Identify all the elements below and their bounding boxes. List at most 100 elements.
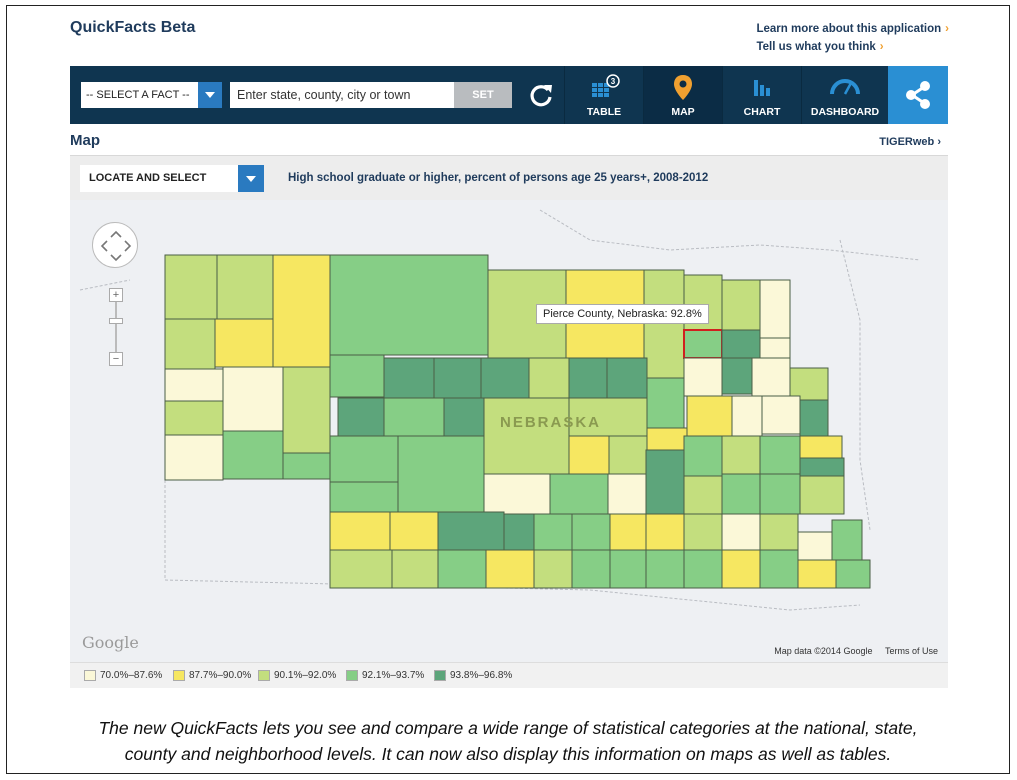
county[interactable] (759, 435, 801, 475)
zoom-out-button[interactable]: − (109, 352, 123, 366)
county[interactable] (568, 357, 608, 399)
county[interactable] (568, 435, 610, 475)
county[interactable] (645, 449, 685, 515)
county[interactable] (759, 513, 799, 551)
county[interactable] (437, 549, 487, 589)
share-button[interactable] (888, 66, 948, 124)
county[interactable] (337, 397, 385, 437)
county[interactable] (683, 357, 723, 397)
pan-control[interactable] (92, 222, 138, 268)
county[interactable] (761, 395, 801, 435)
county[interactable] (568, 397, 648, 437)
county[interactable] (751, 357, 791, 397)
county[interactable] (329, 549, 393, 589)
county[interactable] (222, 430, 284, 480)
county[interactable] (329, 435, 399, 483)
county[interactable] (721, 435, 761, 475)
county[interactable] (608, 435, 648, 475)
county[interactable] (483, 397, 570, 475)
county[interactable] (383, 397, 445, 437)
county[interactable] (164, 400, 224, 436)
county[interactable] (721, 513, 761, 551)
county[interactable] (329, 511, 391, 551)
table-tab[interactable]: 3 TABLE (564, 66, 643, 124)
county[interactable] (164, 254, 218, 320)
county[interactable] (533, 513, 573, 551)
county[interactable] (571, 549, 611, 589)
map-tab[interactable]: MAP (643, 66, 722, 124)
county[interactable] (383, 357, 435, 399)
county[interactable] (483, 473, 551, 515)
county[interactable] (164, 368, 224, 402)
county[interactable] (831, 519, 863, 561)
county[interactable] (433, 357, 482, 399)
county[interactable] (759, 473, 801, 515)
county[interactable] (164, 318, 216, 370)
county[interactable] (391, 549, 439, 589)
county[interactable] (799, 475, 845, 515)
county[interactable] (759, 549, 799, 589)
county[interactable] (646, 427, 688, 451)
county[interactable] (222, 366, 284, 432)
county[interactable] (731, 395, 763, 437)
county[interactable] (214, 318, 274, 368)
county[interactable] (683, 329, 723, 359)
county[interactable] (643, 269, 685, 379)
county[interactable] (389, 511, 439, 551)
county[interactable] (609, 549, 647, 589)
nebraska-county-map[interactable] (70, 200, 948, 662)
county[interactable] (797, 559, 837, 589)
county[interactable] (480, 357, 530, 399)
county[interactable] (609, 513, 647, 551)
feedback-link[interactable]: Tell us what you think › (756, 38, 949, 56)
dashboard-tab[interactable]: DASHBOARD (801, 66, 888, 124)
county[interactable] (329, 254, 489, 356)
set-button[interactable]: SET (454, 82, 512, 108)
county[interactable] (329, 481, 399, 513)
county[interactable] (282, 366, 331, 454)
learn-more-link[interactable]: Learn more about this application › (756, 20, 949, 38)
refresh-icon[interactable] (526, 80, 556, 110)
county[interactable] (799, 435, 843, 459)
county[interactable] (397, 435, 485, 513)
zoom-track[interactable] (115, 302, 117, 354)
map-canvas[interactable]: + − Pierce County, Nebraska: 92.8% NEBRA… (70, 200, 948, 662)
county[interactable] (683, 513, 723, 551)
county[interactable] (799, 399, 829, 437)
county[interactable] (721, 357, 753, 395)
county[interactable] (721, 549, 761, 589)
county[interactable] (683, 435, 723, 477)
county[interactable] (272, 254, 331, 368)
county[interactable] (607, 473, 647, 515)
zoom-in-button[interactable]: + (109, 288, 123, 302)
county[interactable] (683, 475, 723, 515)
county[interactable] (329, 354, 385, 398)
county[interactable] (759, 337, 791, 359)
county[interactable] (533, 549, 573, 589)
county[interactable] (503, 513, 535, 551)
chevron-down-icon[interactable] (238, 165, 264, 192)
county[interactable] (282, 452, 331, 480)
county[interactable] (485, 549, 535, 589)
county[interactable] (789, 367, 829, 401)
county[interactable] (571, 513, 611, 551)
county[interactable] (721, 473, 761, 515)
terms-of-use-link[interactable]: Terms of Use (884, 646, 938, 656)
county[interactable] (549, 473, 609, 515)
county[interactable] (528, 357, 570, 399)
chart-tab[interactable]: CHART (722, 66, 801, 124)
locate-and-select-dropdown[interactable]: LOCATE AND SELECT (80, 165, 264, 192)
county[interactable] (835, 559, 871, 589)
zoom-slider-handle[interactable] (109, 318, 123, 324)
location-search-input[interactable] (230, 82, 454, 108)
county[interactable] (686, 395, 733, 437)
county[interactable] (721, 329, 761, 359)
county[interactable] (797, 531, 833, 561)
county[interactable] (683, 549, 723, 589)
county[interactable] (646, 377, 685, 429)
tigerweb-link[interactable]: TIGERweb › (879, 136, 941, 148)
select-fact-dropdown[interactable]: -- SELECT A FACT -- (81, 82, 222, 108)
county[interactable] (606, 357, 648, 399)
county[interactable] (799, 457, 845, 477)
chevron-down-icon[interactable] (198, 82, 222, 108)
